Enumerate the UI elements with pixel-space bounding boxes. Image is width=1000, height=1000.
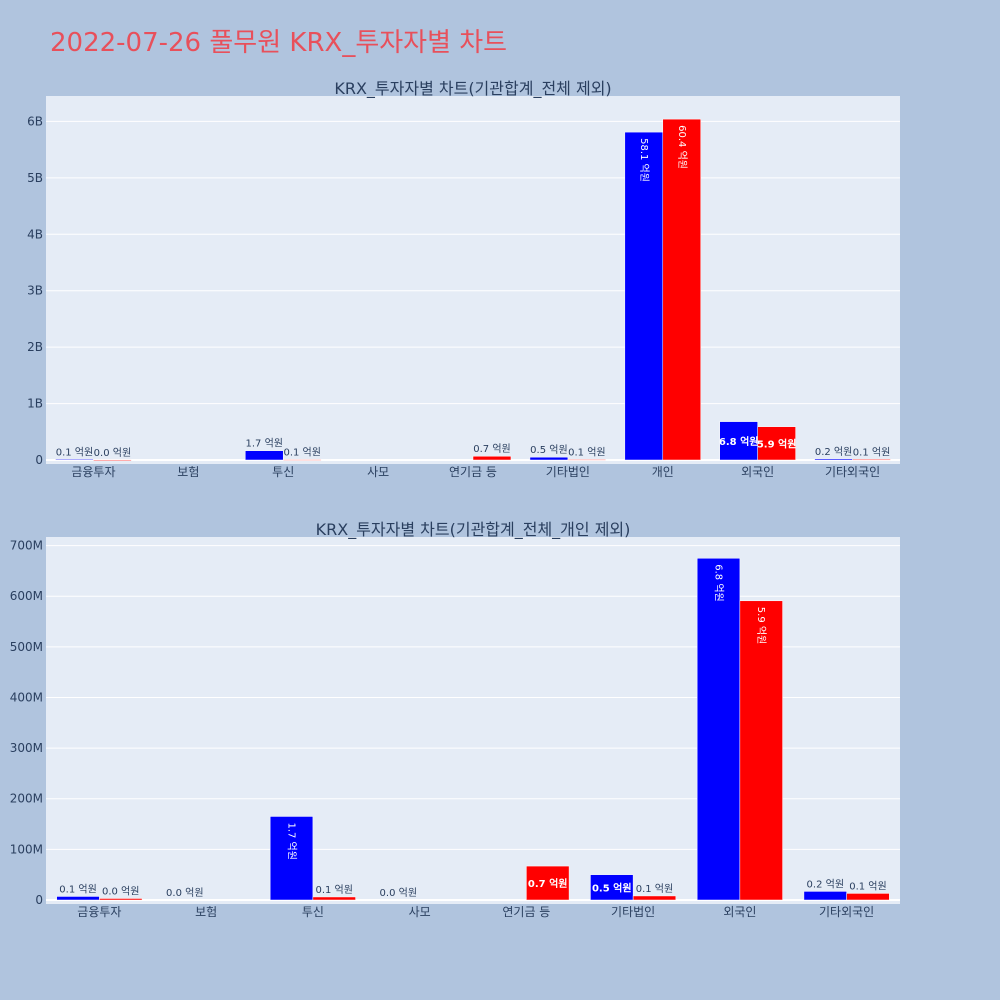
bar — [99, 898, 143, 901]
y-tick-label: 1B — [27, 397, 43, 411]
data-label: 0.5 억원 — [592, 881, 632, 894]
x-tick-label: 기타외국인 — [825, 465, 880, 479]
x-tick-label: 외국인 — [741, 465, 774, 479]
bar — [803, 891, 847, 901]
bar — [662, 118, 701, 461]
x-tick-label: 기타외국인 — [819, 905, 874, 919]
data-label: 0.1 억원 — [853, 446, 890, 458]
bar — [282, 459, 322, 461]
x-tick-label: 투신 — [302, 905, 324, 919]
bar — [93, 459, 132, 461]
y-tick-label: 500M — [10, 640, 43, 654]
data-label: 58.1 억원 — [638, 138, 650, 182]
page-title: 2022-07-26 풀무원 KRX_투자자별 차트 — [50, 28, 508, 58]
data-label: 0.1 억원 — [56, 446, 93, 458]
x-tick-label: 개인 — [652, 465, 674, 479]
chart-title: KRX_투자자별 차트(기관합계_전체_개인 제외) — [316, 520, 631, 540]
x-tick-label: 보험 — [195, 905, 217, 919]
y-tick-label: 700M — [10, 539, 43, 553]
x-tick-label: 기타법인 — [611, 905, 655, 919]
y-tick-label: 100M — [10, 842, 43, 856]
y-tick-label: 400M — [10, 690, 43, 704]
bar — [56, 896, 100, 901]
y-tick-label: 300M — [10, 741, 43, 755]
y-tick-label: 3B — [27, 284, 43, 298]
bar — [245, 450, 284, 461]
bar — [814, 458, 853, 461]
data-label: 1.7 억원 — [246, 438, 283, 450]
y-tick-label: 4B — [27, 227, 43, 241]
bar — [632, 895, 677, 901]
data-label: 5.9 억원 — [757, 437, 797, 450]
x-tick-label: 사모 — [409, 905, 431, 919]
data-label: 5.9 억원 — [755, 607, 767, 644]
bar — [590, 874, 634, 901]
x-tick-label: 금융투자 — [77, 905, 121, 919]
x-tick-label: 사모 — [367, 465, 389, 479]
x-tick-label: 투신 — [272, 465, 294, 479]
x-tick-label: 연기금 등 — [449, 465, 497, 479]
bar — [567, 459, 607, 461]
chart-top: KRX_투자자별 차트(기관합계_전체 제외) 0 1B 2B 3B 4B 5B 6B 금융투자… — [27, 79, 900, 479]
y-tick-label: 200M — [10, 792, 43, 806]
data-label: 0.1 억원 — [283, 447, 320, 459]
chart-title: KRX_투자자별 차트(기관합계_전체 제외) — [334, 79, 611, 99]
bar — [472, 455, 512, 461]
data-label: 0.7 억원 — [528, 877, 568, 890]
data-label: 0.1 억원 — [636, 883, 673, 895]
data-label: 0.1 억원 — [849, 880, 886, 892]
data-label: 0.7 억원 — [473, 443, 510, 455]
bar — [529, 456, 569, 461]
data-label: 0.0 억원 — [94, 447, 131, 459]
data-label: 0.1 억원 — [59, 883, 96, 895]
y-tick-label: 5B — [27, 171, 43, 185]
y-tick-label: 6B — [27, 114, 43, 128]
bar — [852, 459, 891, 461]
y-tick-label: 600M — [10, 589, 43, 603]
bar — [269, 816, 314, 901]
data-label: 0.1 억원 — [315, 884, 352, 896]
chart-bottom: KRX_투자자별 차트(기관합계_전체_개인 제외) 0 100M 200M 300M 4… — [10, 520, 900, 919]
bar — [757, 426, 796, 461]
bar — [739, 600, 783, 901]
bar — [624, 131, 664, 461]
data-label: 0.0 억원 — [166, 887, 203, 899]
plot-area — [46, 96, 900, 464]
data-label: 0.1 억원 — [568, 447, 605, 459]
data-label: 0.0 억원 — [102, 885, 139, 897]
data-label: 6.8 억원 — [719, 435, 759, 448]
data-label: 1.7 억원 — [286, 822, 298, 859]
data-label: 0.2 억원 — [807, 878, 844, 890]
x-tick-label: 기타법인 — [546, 465, 590, 479]
x-tick-label: 연기금 등 — [502, 905, 550, 919]
data-label: 0.5 억원 — [530, 444, 567, 456]
x-tick-label: 금융투자 — [71, 465, 115, 479]
y-tick-label: 0 — [35, 453, 43, 467]
y-tick-label: 2B — [27, 340, 43, 354]
data-label: 0.2 억원 — [815, 446, 852, 458]
x-tick-label: 보험 — [177, 465, 199, 479]
bar — [55, 459, 94, 461]
x-tick-label: 외국인 — [723, 905, 756, 919]
bar — [719, 421, 758, 461]
bar — [846, 893, 890, 901]
data-label: 6.8 억원 — [713, 564, 725, 601]
data-label: 0.0 억원 — [380, 887, 417, 899]
data-label: 60.4 억원 — [676, 125, 688, 169]
y-tick-label: 0 — [35, 893, 43, 907]
bar — [526, 865, 570, 901]
bar — [696, 558, 741, 901]
bar — [312, 896, 356, 901]
